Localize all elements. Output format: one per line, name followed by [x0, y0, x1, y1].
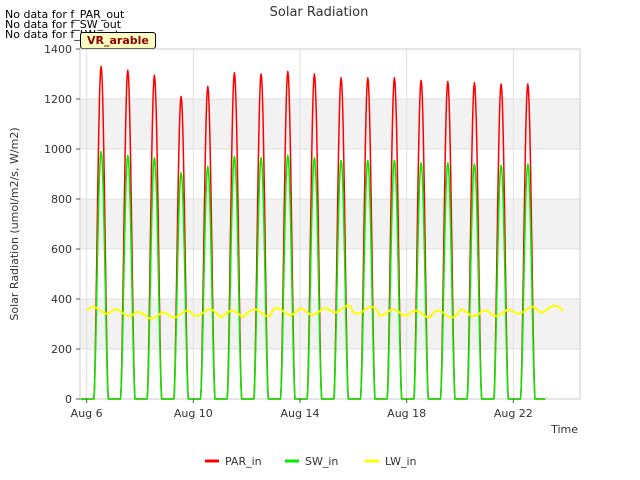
y-tick-label: 1400: [44, 43, 72, 56]
y-tick-label: 1200: [44, 93, 72, 106]
x-axis-ticks: Aug 6 Aug 10 Aug 14 Aug 18 Aug 22: [71, 399, 533, 420]
legend-label-LW_in: LW_in: [385, 455, 417, 468]
legend-label-PAR_in: PAR_in: [225, 455, 262, 468]
legend-label-SW_in: SW_in: [305, 455, 338, 468]
y-tick-label: 400: [51, 293, 72, 306]
no-data-message-1: No data for f_PAR_out: [5, 8, 125, 21]
site-label-badge: VR_arable: [80, 32, 156, 49]
y-tick-label: 200: [51, 343, 72, 356]
x-axis-label: Time: [550, 423, 578, 436]
x-tick-label: Aug 18: [387, 407, 426, 420]
background-bands: [80, 99, 580, 349]
y-axis-ticks: 0 200 400 600 800 1000 1200 1400: [44, 43, 80, 406]
series-lines: [80, 65, 564, 400]
chart-title: Solar Radiation: [270, 5, 369, 20]
legend: PAR_in SW_in LW_in: [205, 455, 417, 468]
y-tick-label: 800: [51, 193, 72, 206]
y-tick-label: 0: [65, 393, 72, 406]
x-tick-label: Aug 10: [174, 407, 213, 420]
series-line-SW_in: [80, 150, 546, 400]
no-data-message-2: No data for f_SW_out: [5, 18, 122, 31]
series-line-LW_in: [86, 304, 564, 320]
background-band: [80, 99, 580, 149]
y-axis-label: Solar Radiation (umol/m2/s, W/m2): [8, 127, 21, 320]
y-tick-label: 1000: [44, 143, 72, 156]
x-tick-label: Aug 14: [281, 407, 320, 420]
y-tick-label: 600: [51, 243, 72, 256]
x-tick-label: Aug 6: [71, 407, 103, 420]
x-tick-label: Aug 22: [494, 407, 533, 420]
